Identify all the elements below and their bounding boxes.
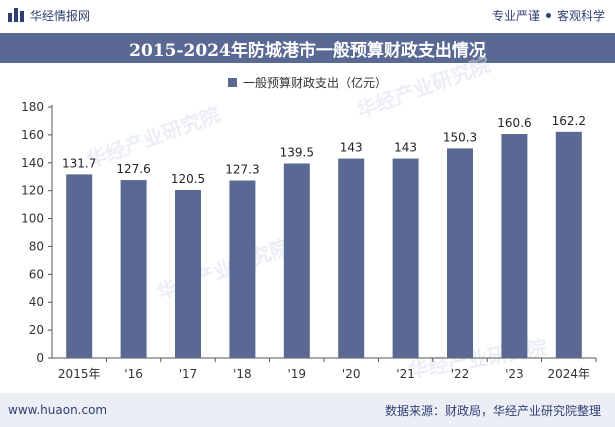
y-tick-label: 40 bbox=[29, 295, 44, 309]
header-tags: 专业严谨 客观科学 bbox=[492, 7, 605, 24]
y-tick-label: 20 bbox=[29, 323, 44, 337]
y-tick-label: 160 bbox=[21, 128, 44, 142]
x-tick-label: '21 bbox=[396, 367, 415, 381]
dot-icon bbox=[545, 12, 551, 18]
x-tick-label: '23 bbox=[505, 367, 524, 381]
data-label: 139.5 bbox=[280, 145, 314, 159]
bar-layer: 131.7 127.6 120.5 127.3 139.5 143 143 150.3 160.… bbox=[62, 114, 586, 358]
top-bar: 华经情报网 专业严谨 客观科学 bbox=[0, 0, 615, 30]
bar bbox=[501, 134, 528, 358]
footer-website[interactable]: www.huaon.com bbox=[8, 403, 108, 417]
y-tick-label: 140 bbox=[21, 156, 44, 170]
tag-left: 专业严谨 bbox=[491, 8, 540, 23]
bar bbox=[175, 189, 201, 358]
logo-icon bbox=[8, 8, 24, 22]
watermark-text: 华经产业研究院 bbox=[354, 52, 494, 122]
chart-title: 2015-2024年防城港市一般预算财政支出情况 bbox=[129, 40, 486, 61]
data-label: 143 bbox=[340, 141, 363, 155]
x-tick-label: '20 bbox=[342, 367, 361, 381]
y-tick-label: 180 bbox=[21, 100, 44, 114]
data-label: 127.3 bbox=[225, 162, 259, 176]
y-tick-label: 100 bbox=[21, 212, 44, 226]
y-tick-label: 0 bbox=[36, 351, 44, 365]
bar bbox=[338, 158, 365, 358]
bar bbox=[283, 163, 310, 358]
brand-name: 华经情报网 bbox=[30, 8, 91, 23]
watermark-text: 华经产业研究院 bbox=[154, 234, 294, 304]
bar bbox=[229, 180, 256, 358]
x-tick-label: '18 bbox=[233, 367, 252, 381]
axis-layer: 0 20 40 60 80 100 120 140 160 180 2015年 '16 '17 '18 '1… bbox=[21, 100, 597, 381]
bar bbox=[120, 180, 147, 358]
data-label: 127.6 bbox=[116, 162, 150, 176]
bar bbox=[447, 148, 473, 358]
x-tick-label: '19 bbox=[288, 367, 307, 381]
footer-source: 数据来源：财政局，华经产业研究院整理 bbox=[384, 403, 601, 418]
x-tick-label: 2024年 bbox=[548, 367, 591, 381]
watermark-text: 华经产业研究院 bbox=[407, 335, 549, 383]
x-tick-label: 2015年 bbox=[58, 367, 101, 381]
x-tick-label: '16 bbox=[124, 367, 143, 381]
x-tick-label: '17 bbox=[179, 367, 198, 381]
data-label: 160.6 bbox=[497, 116, 531, 130]
y-tick-label: 80 bbox=[29, 239, 44, 253]
chart-title-bar: 2015-2024年防城港市一般预算财政支出情况 bbox=[0, 33, 615, 63]
y-tick-label: 120 bbox=[21, 184, 44, 198]
data-label: 120.5 bbox=[171, 172, 205, 186]
y-tick-label: 60 bbox=[29, 267, 44, 281]
bar bbox=[392, 158, 419, 358]
data-label: 131.7 bbox=[62, 156, 96, 170]
footer: www.huaon.com 数据来源：财政局，华经产业研究院整理 bbox=[0, 393, 615, 427]
data-label: 150.3 bbox=[443, 130, 477, 144]
bar bbox=[66, 174, 93, 358]
data-label: 143 bbox=[394, 141, 417, 155]
watermark-text: 华经产业研究院 bbox=[84, 102, 224, 172]
data-label: 162.2 bbox=[552, 114, 586, 128]
legend-swatch bbox=[227, 78, 237, 87]
legend-label: 一般预算财政支出（亿元） bbox=[242, 76, 387, 90]
bar bbox=[555, 131, 582, 358]
x-tick-label: '22 bbox=[451, 367, 470, 381]
tag-right: 客观科学 bbox=[556, 8, 605, 23]
brand: 华经情报网 bbox=[8, 7, 90, 24]
legend: 一般预算财政支出（亿元） bbox=[0, 74, 615, 91]
